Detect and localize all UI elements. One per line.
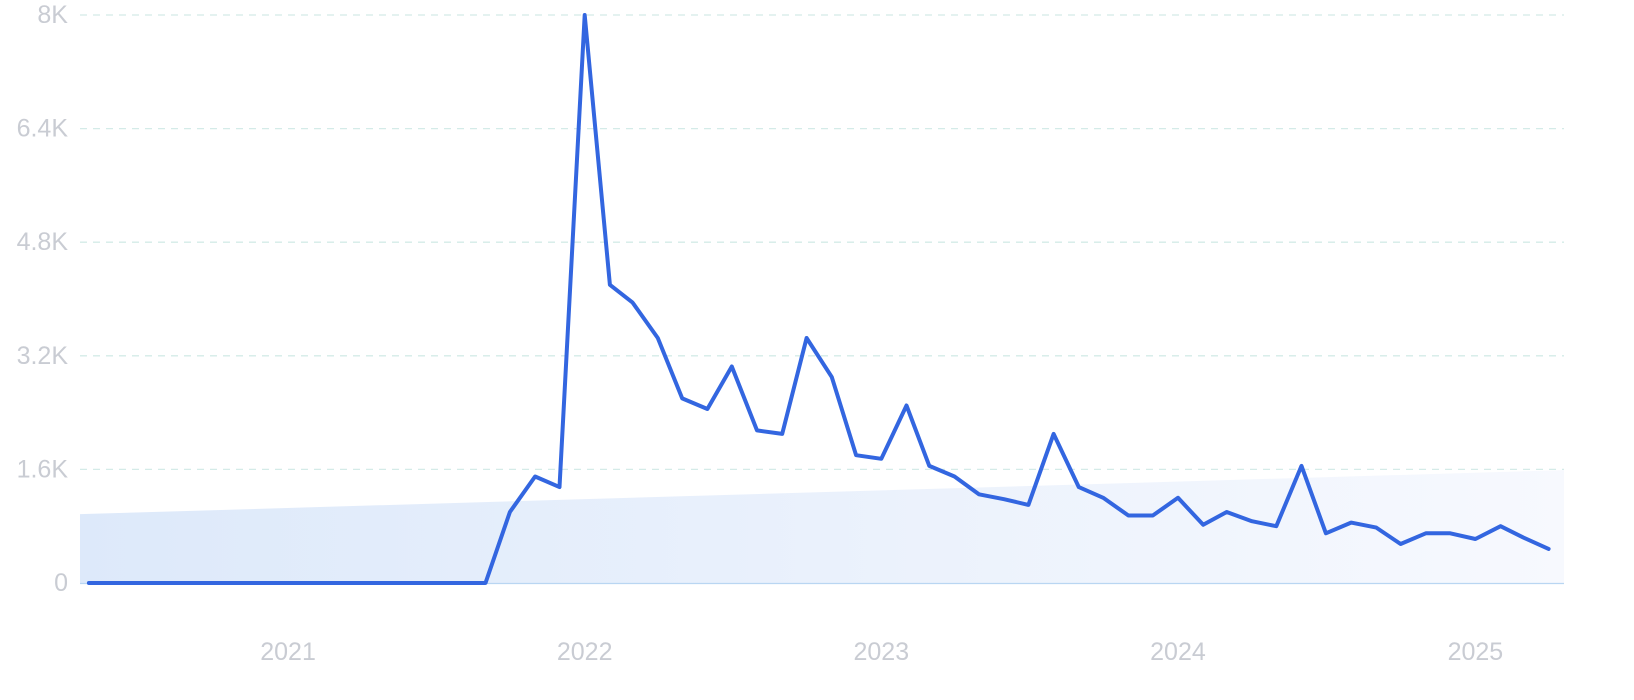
data-point: [1299, 464, 1303, 468]
data-point: [384, 581, 388, 585]
data-point: [1374, 526, 1378, 530]
data-point: [680, 396, 684, 400]
data-point: [236, 581, 240, 585]
data-point: [557, 485, 561, 489]
data-point: [805, 336, 809, 340]
y-tick-label: 8K: [37, 1, 68, 29]
y-tick-label: 4.8K: [17, 228, 69, 256]
data-point: [879, 457, 883, 461]
data-point: [1324, 531, 1328, 535]
data-point: [334, 581, 338, 585]
data-point: [1274, 524, 1278, 528]
data-point: [187, 581, 191, 585]
series-line: [86, 13, 1551, 585]
data-point: [1399, 542, 1403, 546]
data-point: [1002, 497, 1006, 501]
data-point: [1424, 531, 1428, 535]
data-point: [905, 404, 909, 408]
data-point: [1201, 523, 1205, 527]
data-point: [705, 407, 709, 411]
data-point: [508, 510, 512, 514]
data-point: [137, 581, 141, 585]
trend-band-area: [80, 470, 1564, 583]
data-point: [830, 375, 834, 379]
data-point: [1448, 531, 1452, 535]
y-tick-label: 3.2K: [17, 342, 69, 370]
data-point: [1349, 521, 1353, 525]
data-point: [1077, 485, 1081, 489]
data-point: [1250, 519, 1254, 523]
data-point: [1225, 510, 1229, 514]
data-point: [977, 492, 981, 496]
data-point: [433, 581, 437, 585]
y-tick-label: 6.4K: [17, 115, 69, 143]
data-point: [533, 475, 537, 479]
data-point: [952, 475, 956, 479]
data-point: [286, 581, 290, 585]
data-point: [1521, 536, 1525, 540]
data-point: [854, 453, 858, 457]
data-point: [1052, 432, 1056, 436]
y-tick-label: 1.6K: [17, 455, 69, 483]
data-point: [631, 301, 635, 305]
data-point: [1547, 547, 1551, 551]
data-point: [1151, 514, 1155, 518]
data-point: [261, 581, 265, 585]
data-point: [359, 581, 363, 585]
y-tick-label: 0: [54, 569, 68, 597]
data-point: [583, 13, 587, 17]
x-tick-label: 2024: [1150, 638, 1206, 666]
x-tick-label: 2023: [854, 638, 910, 666]
data-point: [656, 336, 660, 340]
data-point: [409, 581, 413, 585]
data-point: [1126, 514, 1130, 518]
data-point: [484, 581, 488, 585]
data-point: [780, 432, 784, 436]
x-tick-label: 2022: [557, 638, 613, 666]
gridlines: [80, 14, 1564, 471]
data-point: [87, 581, 91, 585]
data-point: [1499, 524, 1503, 528]
data-point: [311, 581, 315, 585]
data-point: [211, 581, 215, 585]
x-tick-label: 2025: [1448, 638, 1504, 666]
data-point: [927, 464, 931, 468]
x-axis-tick-labels: 2021 2022 2023 2024 2025: [260, 638, 1503, 666]
data-point: [458, 581, 462, 585]
data-point: [730, 364, 734, 368]
data-point: [1473, 537, 1477, 541]
data-point: [162, 581, 166, 585]
data-point: [608, 283, 612, 287]
x-tick-label: 2021: [260, 638, 316, 666]
data-point: [112, 581, 116, 585]
data-point: [755, 428, 759, 432]
data-point: [1176, 496, 1180, 500]
data-point: [1101, 496, 1105, 500]
data-point: [1026, 503, 1030, 507]
y-axis-tick-labels: 0 1.6K 3.2K 4.8K 6.4K 8K: [17, 1, 69, 597]
